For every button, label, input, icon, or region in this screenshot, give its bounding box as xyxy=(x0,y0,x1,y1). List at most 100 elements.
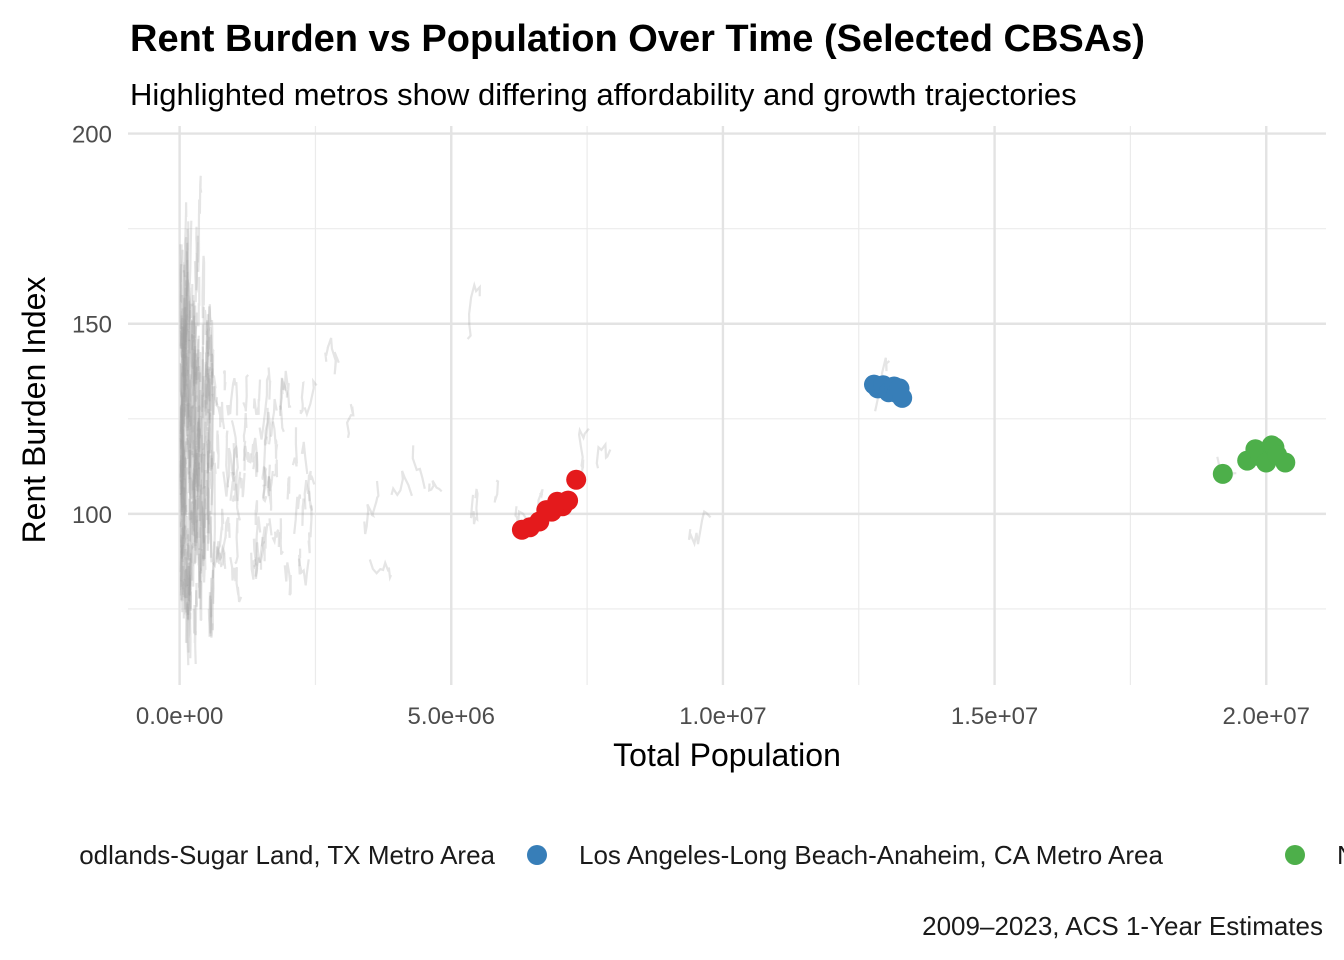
background-trajectory-70 xyxy=(192,462,197,510)
background-trajectory-55 xyxy=(193,339,200,381)
background-trajectory-41 xyxy=(206,373,211,432)
background-trajectory-183 xyxy=(191,391,198,491)
background-trajectory-1 xyxy=(195,428,202,476)
background-trajectory-135 xyxy=(197,357,201,449)
background-trajectory-158 xyxy=(179,363,183,396)
background-trajectory-335 xyxy=(687,509,712,548)
background-trajectory-266 xyxy=(271,529,281,548)
background-trajectory-209 xyxy=(180,315,184,350)
background-trajectory-281 xyxy=(242,374,250,412)
background-trajectory-197 xyxy=(205,431,209,474)
background-trajectory-103 xyxy=(183,326,188,360)
background-trajectory-40 xyxy=(179,437,184,490)
background-trajectory-72 xyxy=(180,525,187,587)
background-trajectory-264 xyxy=(262,484,268,504)
legend-label-los-angeles: Los Angeles-Long Beach-Anaheim, CA Metro… xyxy=(579,840,1163,870)
background-trajectory-119 xyxy=(179,549,184,602)
background-trajectory-121 xyxy=(186,330,190,407)
background-trajectory-79 xyxy=(183,357,190,403)
background-trajectory-11 xyxy=(211,541,216,631)
background-trajectory-172 xyxy=(192,468,197,548)
background-trajectory-131 xyxy=(207,336,211,375)
background-trajectory-89 xyxy=(210,386,215,470)
background-trajectory-246 xyxy=(196,417,201,453)
y-tick-label-2: 200 xyxy=(72,122,112,149)
background-trajectory-326 xyxy=(411,445,426,490)
background-trajectory-44 xyxy=(195,226,199,291)
background-trajectory-176 xyxy=(186,242,191,323)
background-trajectory-102 xyxy=(179,365,184,474)
background-trajectory-204 xyxy=(207,378,211,469)
background-trajectory-201 xyxy=(188,309,194,396)
background-trajectory-36 xyxy=(208,363,213,424)
background-trajectory-318 xyxy=(252,379,262,416)
background-trajectory-99 xyxy=(194,365,198,391)
background-trajectory-139 xyxy=(179,403,184,478)
background-trajectory-303 xyxy=(307,470,316,502)
background-trajectory-101 xyxy=(187,220,193,330)
background-trajectory-291 xyxy=(286,476,291,500)
background-trajectory-50 xyxy=(186,349,189,419)
background-trajectory-7 xyxy=(199,442,206,495)
background-trajectory-106 xyxy=(182,353,186,398)
background-trajectory-29 xyxy=(193,499,199,565)
background-trajectory-32 xyxy=(188,406,193,495)
background-trajectory-153 xyxy=(192,335,196,458)
background-trajectory-317 xyxy=(251,437,259,473)
background-trajectory-155 xyxy=(207,510,213,558)
background-trajectory-325 xyxy=(390,470,413,497)
background-trajectory-24 xyxy=(206,439,211,474)
background-trajectory-169 xyxy=(186,603,190,666)
background-trajectory-134 xyxy=(182,449,186,481)
y-axis-title: Rent Burden Index xyxy=(16,277,52,544)
background-trajectory-299 xyxy=(229,557,243,603)
background-trajectory-213 xyxy=(179,580,184,613)
background-trajectory-127 xyxy=(180,426,185,511)
background-trajectory-74 xyxy=(196,365,201,432)
background-trajectory-20 xyxy=(205,367,211,416)
background-trajectory-52 xyxy=(182,237,188,358)
background-trajectory-218 xyxy=(194,335,200,385)
background-trajectory-241 xyxy=(187,426,191,480)
background-trajectory-282 xyxy=(261,411,272,481)
background-trajectory-223 xyxy=(189,477,193,499)
background-trajectory-78 xyxy=(188,566,191,602)
background-trajectory-117 xyxy=(195,452,199,491)
background-trajectory-26 xyxy=(191,405,195,433)
background-trajectory-228 xyxy=(194,445,200,497)
background-trajectory-107 xyxy=(190,543,194,581)
background-trajectory-38 xyxy=(184,467,189,515)
background-trajectory-310 xyxy=(273,458,279,478)
background-trajectory-34 xyxy=(180,332,184,377)
background-trajectory-227 xyxy=(179,307,186,434)
background-trajectory-8 xyxy=(188,449,194,500)
x-tick-label-2: 1.0e+07 xyxy=(679,703,766,730)
background-trajectory-294 xyxy=(216,430,220,469)
background-trajectory-314 xyxy=(299,380,305,415)
background-trajectory-279 xyxy=(215,546,223,568)
background-trajectory-262 xyxy=(269,398,278,438)
background-trajectory-301 xyxy=(279,518,284,555)
background-trajectory-297 xyxy=(307,505,313,554)
background-trajectory-300 xyxy=(262,466,271,497)
background-trajectory-313 xyxy=(263,518,273,562)
legend-label-new-york: N xyxy=(1337,840,1344,870)
background-trajectory-116 xyxy=(184,271,190,343)
background-trajectory-188 xyxy=(180,431,184,460)
background-trajectory-22 xyxy=(191,542,195,587)
background-trajectory-152 xyxy=(206,304,212,356)
background-trajectory-141 xyxy=(179,294,184,361)
background-trajectory-76 xyxy=(185,545,190,587)
background-trajectory-162 xyxy=(185,370,189,437)
background-trajectory-84 xyxy=(205,366,210,405)
background-trajectory-73 xyxy=(209,516,213,563)
background-trajectory-327 xyxy=(428,480,443,493)
background-trajectory-238 xyxy=(198,453,202,538)
background-trajectory-45 xyxy=(182,530,187,598)
background-trajectory-233 xyxy=(184,403,189,445)
background-trajectory-12 xyxy=(188,339,195,468)
background-trajectory-160 xyxy=(193,488,197,551)
background-trajectory-157 xyxy=(185,251,189,335)
background-trajectory-184 xyxy=(194,497,201,563)
background-trajectory-58 xyxy=(208,412,212,454)
